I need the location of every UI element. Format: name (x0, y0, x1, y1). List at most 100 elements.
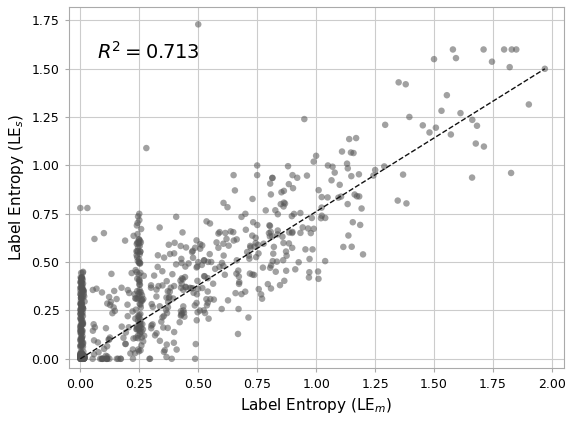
Point (76, 354, 86, 361)
Point (77, 285, 87, 292)
Point (76, 304, 86, 311)
Point (137, 342, 146, 349)
Point (77, 355, 86, 362)
Point (136, 304, 145, 311)
Point (172, 214, 181, 220)
Point (135, 279, 144, 285)
Point (76, 329, 85, 336)
Point (181, 284, 190, 291)
Point (135, 240, 144, 247)
Point (135, 292, 144, 299)
Point (135, 319, 145, 325)
Point (76, 300, 86, 307)
Point (288, 230, 297, 236)
Point (76, 355, 86, 362)
Point (133, 326, 142, 333)
Point (76, 354, 85, 360)
Point (77, 352, 86, 359)
Point (76, 354, 86, 361)
Point (79, 355, 88, 362)
Point (103, 353, 112, 360)
Point (76, 279, 86, 286)
Point (101, 352, 110, 359)
Point (180, 313, 189, 320)
Point (76, 353, 85, 360)
Point (76, 311, 86, 318)
Point (78, 355, 87, 362)
Point (77, 354, 86, 361)
Point (77, 354, 87, 361)
Point (147, 301, 156, 308)
Point (76, 355, 86, 362)
Point (76, 353, 86, 360)
Point (133, 257, 142, 264)
Point (79, 348, 88, 355)
Point (284, 163, 293, 170)
Point (76, 355, 86, 362)
Point (134, 314, 144, 321)
Point (77, 354, 87, 361)
Point (99, 346, 108, 352)
Point (79, 287, 88, 294)
Point (168, 271, 177, 278)
Point (355, 222, 364, 228)
Point (313, 268, 323, 275)
Point (166, 284, 175, 291)
Point (76, 310, 85, 317)
Point (276, 282, 285, 289)
Point (220, 271, 230, 278)
Point (197, 284, 207, 291)
Point (298, 224, 307, 231)
Point (132, 269, 141, 276)
Point (212, 239, 221, 246)
Point (77, 354, 86, 360)
Point (77, 354, 86, 360)
Point (78, 354, 87, 361)
Text: $R^2 = 0.713$: $R^2 = 0.713$ (97, 41, 200, 63)
Point (273, 227, 282, 234)
Point (117, 355, 126, 362)
Point (336, 193, 346, 200)
Point (77, 335, 86, 342)
Point (148, 303, 157, 310)
Point (133, 254, 142, 261)
Point (197, 262, 207, 268)
Point (76, 307, 85, 314)
Point (77, 300, 87, 307)
Point (246, 244, 255, 251)
Point (103, 300, 112, 307)
Point (293, 174, 302, 181)
Point (135, 289, 144, 295)
Point (79, 355, 88, 362)
Point (199, 307, 208, 314)
Point (138, 321, 147, 327)
Point (205, 251, 214, 257)
Point (76, 342, 86, 349)
Point (77, 354, 87, 361)
Point (78, 333, 87, 340)
Point (192, 300, 201, 306)
Point (79, 352, 88, 359)
Point (76, 290, 85, 297)
Point (133, 239, 142, 246)
Point (371, 167, 380, 173)
Point (76, 355, 86, 362)
Point (76, 295, 86, 301)
Point (393, 197, 402, 204)
Point (251, 240, 260, 246)
Point (170, 239, 179, 246)
Point (76, 354, 86, 360)
Point (76, 353, 85, 360)
Point (76, 353, 86, 360)
Point (379, 163, 389, 170)
Point (280, 277, 289, 284)
Point (99, 230, 108, 236)
Point (76, 354, 86, 361)
Point (499, 46, 509, 53)
Point (79, 287, 88, 294)
Point (76, 353, 86, 360)
Point (76, 355, 86, 362)
Point (77, 354, 86, 361)
Point (191, 341, 200, 347)
Point (272, 258, 281, 265)
